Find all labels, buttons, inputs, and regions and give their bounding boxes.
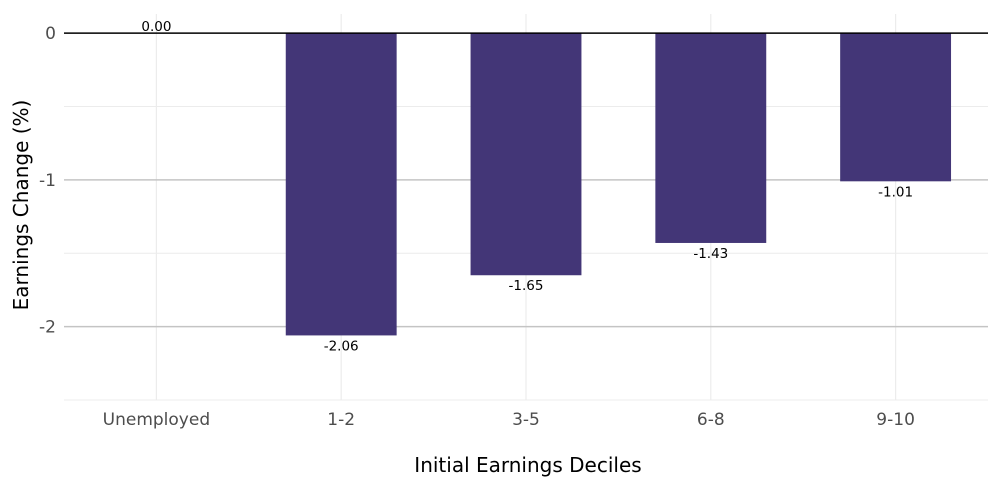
data-label: -1.01 bbox=[878, 184, 913, 200]
y-tick-label: -2 bbox=[39, 318, 56, 338]
bar bbox=[470, 33, 582, 276]
bar bbox=[285, 33, 397, 336]
x-tick-label: 9-10 bbox=[876, 410, 915, 430]
data-label: -1.65 bbox=[509, 278, 544, 294]
data-label: -1.43 bbox=[693, 246, 728, 262]
x-axis-title: Initial Earnings Deciles bbox=[414, 453, 641, 477]
x-tick-label: 1-2 bbox=[327, 410, 355, 430]
x-tick-label: Unemployed bbox=[103, 410, 210, 430]
y-tick-label: 0 bbox=[45, 24, 56, 44]
bar bbox=[655, 33, 767, 243]
x-tick-label: 3-5 bbox=[512, 410, 540, 430]
bars-layer bbox=[285, 33, 952, 336]
axes-layer: 0 -1 -2 Unemployed 1-2 3-5 6-8 9-10 bbox=[39, 24, 988, 430]
x-tick-label: 6-8 bbox=[697, 410, 725, 430]
y-axis-title: Earnings Change (%) bbox=[9, 100, 33, 311]
data-label: -2.06 bbox=[324, 338, 359, 354]
data-labels-layer: 0.00 -2.06 -1.65 -1.43 -1.01 bbox=[141, 19, 913, 354]
y-tick-label: -1 bbox=[39, 171, 56, 191]
bar bbox=[840, 33, 952, 182]
data-label: 0.00 bbox=[141, 19, 171, 35]
